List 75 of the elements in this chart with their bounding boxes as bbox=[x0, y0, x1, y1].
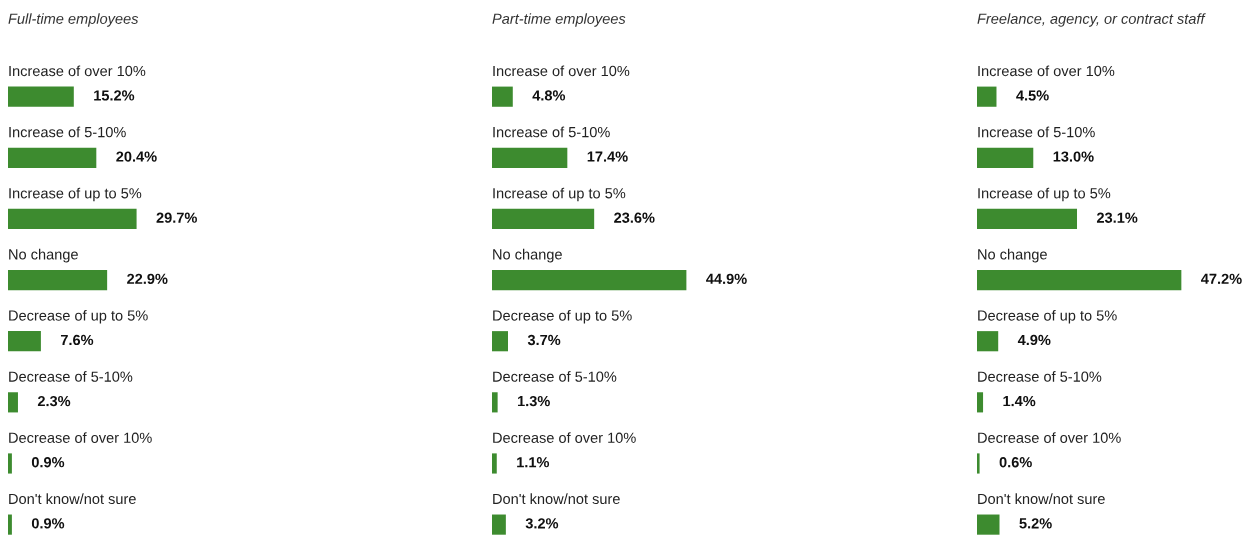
y-tick-label: Decrease of over 10% bbox=[9, 432, 152, 443]
data-label: 1.3% bbox=[517, 395, 550, 407]
y-tick-label: Increase of 5-10% bbox=[493, 126, 610, 138]
data-label: 3.7% bbox=[527, 334, 561, 346]
bar bbox=[8, 269, 108, 291]
data-label: 5.2% bbox=[1019, 518, 1052, 529]
y-tick-label: Decrease of 5-10% bbox=[493, 371, 617, 382]
y-tick-label: Increase of 5-10% bbox=[978, 126, 1095, 138]
bar bbox=[977, 392, 984, 413]
y-tick-label: Decrease of over 10% bbox=[493, 432, 636, 443]
data-label: 4.9% bbox=[1017, 334, 1051, 346]
y-tick-label: No change bbox=[493, 248, 562, 263]
y-tick-label: Don't know/not sure bbox=[978, 493, 1105, 505]
chart-title: Part-time employees bbox=[492, 13, 626, 27]
bar bbox=[492, 208, 595, 230]
bar bbox=[977, 208, 1078, 230]
bar bbox=[492, 331, 509, 352]
data-label: 1.4% bbox=[1003, 395, 1036, 407]
bar bbox=[492, 514, 506, 535]
bar bbox=[492, 147, 568, 168]
bar bbox=[977, 269, 1182, 291]
y-tick-label: Decrease of up to 5% bbox=[493, 309, 632, 324]
data-label: 4.8% bbox=[532, 90, 566, 101]
data-label: 4.5% bbox=[1016, 90, 1049, 101]
data-label: 29.7% bbox=[156, 212, 197, 223]
bar bbox=[492, 86, 513, 107]
bar bbox=[977, 331, 999, 352]
data-label: 17.4% bbox=[587, 151, 628, 162]
bar bbox=[977, 86, 997, 107]
y-tick-label: Don't know/not sure bbox=[9, 493, 136, 505]
data-label: 23.1% bbox=[1096, 212, 1138, 223]
data-label: 7.6% bbox=[60, 334, 94, 346]
y-tick-label: Decrease of over 10% bbox=[978, 432, 1121, 443]
y-tick-label: Decrease of 5-10% bbox=[978, 371, 1102, 382]
y-tick-label: Increase of over 10% bbox=[9, 65, 146, 77]
data-label: 15.2% bbox=[94, 90, 135, 101]
data-label: 23.6% bbox=[614, 212, 655, 223]
data-label: 13.0% bbox=[1053, 151, 1094, 162]
data-label: 22.9% bbox=[127, 273, 168, 284]
y-tick-label: Increase of over 10% bbox=[978, 65, 1115, 77]
data-label: 20.4% bbox=[116, 151, 157, 162]
bar bbox=[492, 453, 497, 474]
bar bbox=[977, 514, 1000, 535]
y-tick-label: No change bbox=[978, 248, 1047, 263]
bar bbox=[8, 147, 97, 168]
chart-title: Freelance, agency, or contract staff bbox=[977, 13, 1206, 27]
y-tick-label: Increase of up to 5% bbox=[9, 187, 142, 202]
data-label: 2.3% bbox=[37, 395, 71, 407]
bar bbox=[8, 392, 18, 413]
y-tick-label: Increase of 5-10% bbox=[9, 126, 126, 138]
bar bbox=[492, 392, 498, 413]
bar bbox=[492, 269, 687, 291]
y-tick-label: Increase of over 10% bbox=[493, 65, 630, 77]
y-tick-label: No change bbox=[9, 248, 78, 263]
data-label: 47.2% bbox=[1201, 273, 1242, 284]
data-label: 1.1% bbox=[517, 457, 550, 468]
y-tick-label: Increase of up to 5% bbox=[978, 187, 1111, 202]
bar bbox=[8, 514, 12, 535]
data-label: 3.2% bbox=[525, 518, 559, 529]
data-label: 0.6% bbox=[999, 457, 1032, 468]
bar bbox=[8, 453, 12, 474]
y-tick-label: Increase of up to 5% bbox=[493, 187, 626, 202]
data-label: 0.9% bbox=[31, 457, 65, 468]
chart-title: Full-time employees bbox=[8, 13, 139, 27]
bar bbox=[977, 453, 980, 474]
data-label: 0.9% bbox=[31, 518, 65, 529]
y-tick-label: Decrease of up to 5% bbox=[9, 309, 148, 324]
data-label: 44.9% bbox=[706, 273, 747, 284]
bar bbox=[977, 147, 1034, 168]
bar bbox=[8, 86, 74, 107]
y-tick-label: Decrease of 5-10% bbox=[9, 371, 133, 382]
y-tick-label: Don't know/not sure bbox=[493, 493, 620, 505]
bar bbox=[8, 331, 41, 352]
bar bbox=[8, 208, 137, 230]
y-tick-label: Decrease of up to 5% bbox=[978, 309, 1117, 324]
